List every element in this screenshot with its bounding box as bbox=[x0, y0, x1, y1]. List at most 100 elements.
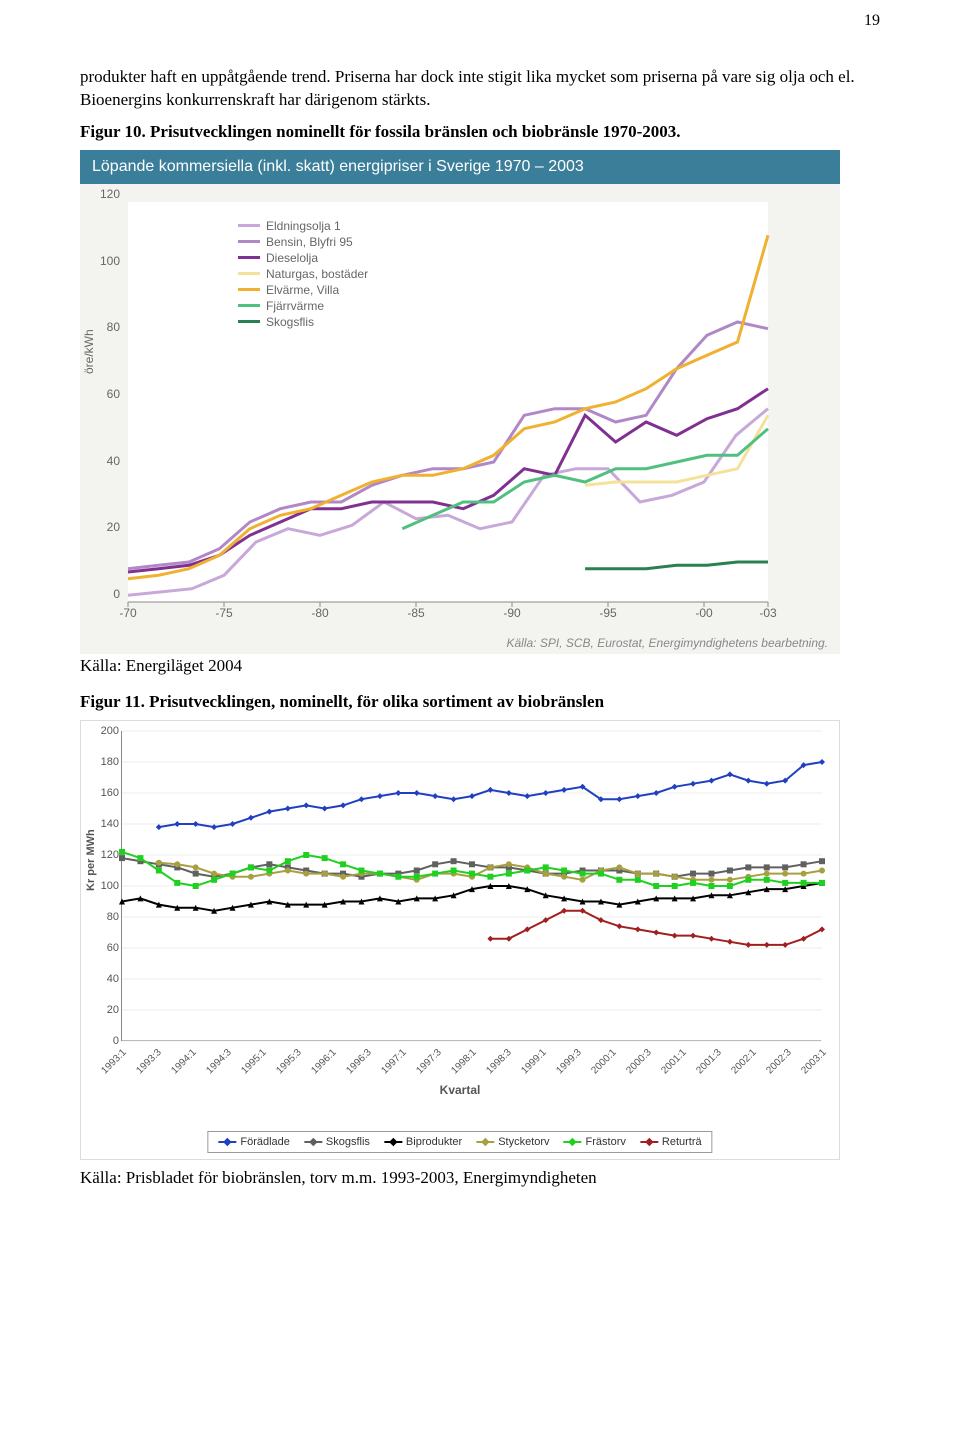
chart-2-xtick: 1994:1 bbox=[169, 1047, 198, 1076]
chart-2-xtick: 1999:3 bbox=[554, 1047, 583, 1076]
chart-1-ytick: 0 bbox=[113, 587, 120, 601]
chart-1-legend-row: Naturgas, bostäder bbox=[238, 266, 368, 282]
chart-2-legend-item: Stycketorv bbox=[476, 1136, 549, 1148]
chart-2-xtick: 2000:1 bbox=[589, 1047, 618, 1076]
chart-2-legend-label: Frästorv bbox=[586, 1136, 626, 1148]
chart-2: Kr per MWh 020406080100120140160180200 1… bbox=[80, 720, 840, 1160]
chart-1-legend-label: Dieselolja bbox=[266, 251, 318, 265]
chart-2-legend-label: Returträ bbox=[662, 1136, 702, 1148]
chart-2-legend-item: Förädlade bbox=[218, 1136, 290, 1148]
chart-2-legend-swatch bbox=[640, 1141, 658, 1143]
chart-1-legend-swatch bbox=[238, 256, 260, 259]
chart-1-xtick: -90 bbox=[503, 606, 520, 620]
chart-2-xtick: 1995:1 bbox=[239, 1047, 268, 1076]
chart-2-xtick: 2002:3 bbox=[764, 1047, 793, 1076]
chart-2-svg bbox=[122, 731, 822, 1041]
chart-1-ytick: 40 bbox=[107, 454, 120, 468]
chart-2-xtick: 1994:3 bbox=[204, 1047, 233, 1076]
chart-2-xtick: 1998:3 bbox=[484, 1047, 513, 1076]
chart-1-legend-label: Bensin, Blyfri 95 bbox=[266, 235, 353, 249]
chart-2-legend-swatch bbox=[218, 1141, 236, 1143]
body-paragraph: produkter haft en uppåtgående trend. Pri… bbox=[80, 66, 880, 112]
page-number: 19 bbox=[864, 12, 880, 30]
chart-2-xtick: 1993:1 bbox=[99, 1047, 128, 1076]
chart-2-legend: Förädlade Skogsflis Biprodukter Stycketorv F… bbox=[207, 1131, 712, 1153]
chart-1-series-line bbox=[128, 235, 768, 578]
chart-1-xtick: -70 bbox=[119, 606, 136, 620]
chart-1-legend-row: Skogsflis bbox=[238, 314, 368, 330]
chart-2-legend-item: Skogsflis bbox=[304, 1136, 370, 1148]
chart-1-ytick: 120 bbox=[100, 187, 120, 201]
chart-2-legend-swatch bbox=[476, 1141, 494, 1143]
chart-1-ytick: 80 bbox=[107, 320, 120, 334]
chart-1-ytick: 60 bbox=[107, 387, 120, 401]
chart-2-ytick: 180 bbox=[95, 756, 119, 768]
chart-2-ytick: 20 bbox=[95, 1004, 119, 1016]
chart-2-legend-label: Skogsflis bbox=[326, 1136, 370, 1148]
chart-1-body: öre/kWh 020406080100120 Eldningsolja 1Be… bbox=[80, 184, 840, 654]
chart-1: Löpande kommersiella (inkl. skatt) energ… bbox=[80, 150, 840, 650]
chart-2-ytick: 40 bbox=[95, 973, 119, 985]
chart-2-xtick: 1996:3 bbox=[344, 1047, 373, 1076]
chart-1-source-note: Källa: SPI, SCB, Eurostat, Energimyndigh… bbox=[506, 636, 828, 650]
chart-1-legend-row: Fjärrvärme bbox=[238, 298, 368, 314]
chart-1-legend: Eldningsolja 1 Bensin, Blyfri 95 Dieselolj… bbox=[238, 218, 368, 330]
chart-2-legend-item: Biprodukter bbox=[384, 1136, 462, 1148]
chart-1-legend-label: Elvärme, Villa bbox=[266, 283, 339, 297]
chart-1-xaxis: -70-75-80-85-90-95-00-03 bbox=[128, 606, 768, 626]
chart-1-xtick: -03 bbox=[759, 606, 776, 620]
chart-1-legend-swatch bbox=[238, 304, 260, 307]
chart-2-legend-marker bbox=[568, 1138, 576, 1146]
chart-1-legend-swatch bbox=[238, 240, 260, 243]
chart-2-xtick: 2000:3 bbox=[624, 1047, 653, 1076]
chart-2-xtick: 1999:1 bbox=[519, 1047, 548, 1076]
chart-2-xtick: 1998:1 bbox=[449, 1047, 478, 1076]
chart-2-legend-item: Returträ bbox=[640, 1136, 702, 1148]
source-1: Källa: Energiläget 2004 bbox=[80, 656, 880, 676]
chart-2-legend-item: Frästorv bbox=[564, 1136, 626, 1148]
chart-1-legend-swatch bbox=[238, 320, 260, 323]
chart-2-ytick: 60 bbox=[95, 942, 119, 954]
chart-2-plot bbox=[121, 731, 821, 1041]
chart-2-xlabel: Kvartal bbox=[440, 1083, 481, 1097]
chart-2-legend-label: Stycketorv bbox=[498, 1136, 549, 1148]
chart-2-series-line bbox=[159, 762, 822, 827]
chart-1-series-line bbox=[128, 322, 768, 569]
chart-2-xtick: 1993:3 bbox=[134, 1047, 163, 1076]
figure-11-caption: Figur 11. Prisutvecklingen, nominellt, f… bbox=[80, 692, 880, 712]
chart-2-xtick: 2003:1 bbox=[799, 1047, 828, 1076]
chart-2-xtick: 2001:3 bbox=[694, 1047, 723, 1076]
chart-1-legend-swatch bbox=[238, 272, 260, 275]
chart-2-xtick: 1995:3 bbox=[274, 1047, 303, 1076]
chart-1-legend-swatch bbox=[238, 224, 260, 227]
chart-2-xtick: 1997:3 bbox=[414, 1047, 443, 1076]
chart-2-ytick: 100 bbox=[95, 880, 119, 892]
chart-2-legend-swatch bbox=[304, 1141, 322, 1143]
chart-1-ytick: 20 bbox=[107, 520, 120, 534]
chart-2-series-line bbox=[490, 911, 822, 945]
chart-2-legend-swatch bbox=[564, 1141, 582, 1143]
chart-1-legend-label: Naturgas, bostäder bbox=[266, 267, 368, 281]
source-2: Källa: Prisbladet för biobränslen, torv … bbox=[80, 1168, 880, 1188]
chart-2-legend-marker bbox=[645, 1138, 653, 1146]
chart-2-legend-swatch bbox=[384, 1141, 402, 1143]
chart-2-legend-label: Biprodukter bbox=[406, 1136, 462, 1148]
chart-1-ytick: 100 bbox=[100, 254, 120, 268]
chart-1-series-line bbox=[402, 429, 768, 529]
chart-2-ytick: 0 bbox=[95, 1035, 119, 1047]
chart-1-xtick: -75 bbox=[215, 606, 232, 620]
chart-2-legend-marker bbox=[481, 1138, 489, 1146]
chart-2-legend-marker bbox=[389, 1138, 397, 1146]
chart-2-legend-label: Förädlade bbox=[240, 1136, 290, 1148]
chart-2-ytick: 160 bbox=[95, 787, 119, 799]
chart-2-legend-marker bbox=[223, 1138, 231, 1146]
chart-2-series-line bbox=[122, 852, 822, 886]
chart-2-ytick: 120 bbox=[95, 849, 119, 861]
chart-1-legend-label: Eldningsolja 1 bbox=[266, 219, 341, 233]
chart-1-legend-swatch bbox=[238, 288, 260, 291]
chart-2-xtick: 2002:1 bbox=[729, 1047, 758, 1076]
chart-2-xtick: 1996:1 bbox=[309, 1047, 338, 1076]
chart-1-legend-row: Dieselolja bbox=[238, 250, 368, 266]
chart-1-xtick: -80 bbox=[311, 606, 328, 620]
chart-1-yaxis: 020406080100120 bbox=[94, 194, 120, 594]
